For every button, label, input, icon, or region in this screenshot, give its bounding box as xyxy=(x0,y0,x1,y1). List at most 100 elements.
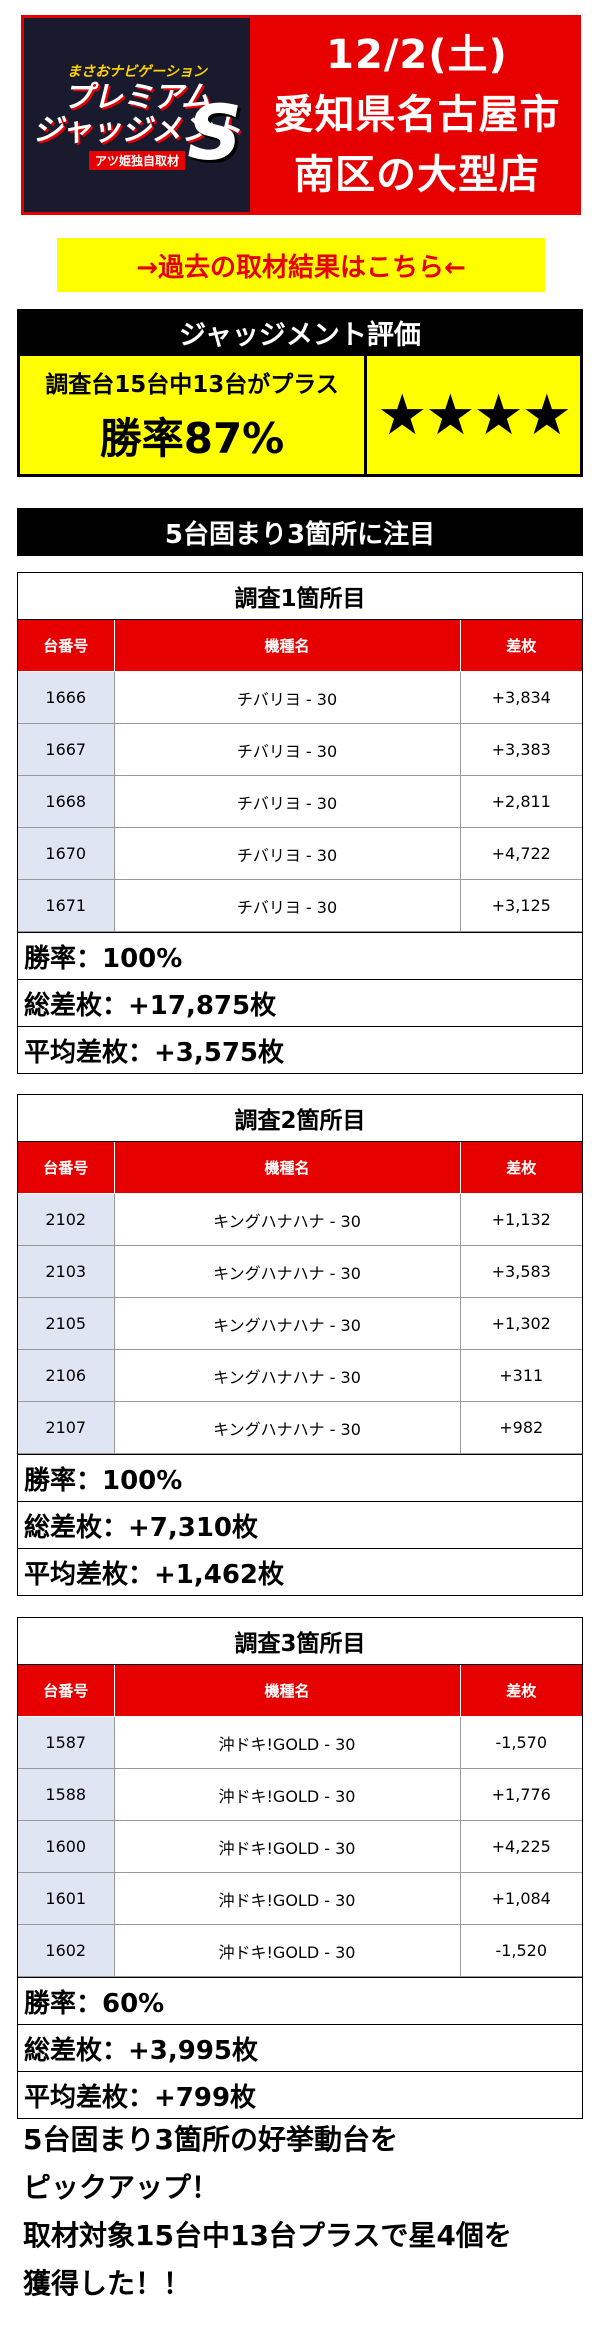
coin-diff: +3,834 xyxy=(459,671,582,724)
logo-s-mark: S xyxy=(187,88,242,177)
section-title: 調査2箇所目 xyxy=(18,1095,582,1142)
section-total-diff: 総差枚：+17,875枚 xyxy=(18,979,582,1026)
results-table: 台番号 機種名 差枚 1587 沖ドキ!GOLD - 30 -1,570 1588 沖… xyxy=(18,1665,582,1977)
column-header-model: 機種名 xyxy=(113,1142,461,1194)
machine-no: 1670 xyxy=(18,827,115,880)
table-row: 1666 チバリヨ - 30 +3,834 xyxy=(18,671,582,724)
judgement-result: 調査台15台中13台がプラス 勝率87% xyxy=(20,356,367,474)
table-row: 1588 沖ドキ!GOLD - 30 +1,776 xyxy=(18,1768,582,1821)
table-header-row: 台番号 機種名 差枚 xyxy=(18,620,582,672)
model-name: 沖ドキ!GOLD - 30 xyxy=(113,1924,461,1977)
header-banner: まさおナビゲーション プレミアム ジャッジメント アツ姫独自取材 S 12/2(… xyxy=(21,15,581,215)
model-name: 沖ドキ!GOLD - 30 xyxy=(113,1820,461,1873)
footer-line: 5台固まり3箇所の好挙動台を xyxy=(23,2123,398,2156)
column-header-model: 機種名 xyxy=(113,620,461,672)
model-name: チバリヨ - 30 xyxy=(113,827,461,880)
table-row: 1667 チバリヨ - 30 +3,383 xyxy=(18,723,582,776)
coin-diff: +1,084 xyxy=(459,1872,582,1925)
judgement-body: 調査台15台中13台がプラス 勝率87% ★★★★ xyxy=(17,356,583,477)
coin-diff: +3,383 xyxy=(459,723,582,776)
coin-diff: +2,811 xyxy=(459,775,582,828)
section-banner: 5台固まり3箇所に注目 xyxy=(17,508,583,556)
judgement-title: ジャッジメント評価 xyxy=(17,309,583,356)
coin-diff: +311 xyxy=(459,1349,582,1402)
section-title: 調査1箇所目 xyxy=(18,573,582,620)
past-results-link[interactable]: →過去の取材結果はこちら← xyxy=(57,238,545,292)
table-row: 1671 チバリヨ - 30 +3,125 xyxy=(18,879,582,932)
footer-summary: 5台固まり3箇所の好挙動台を ピックアップ！ 取材対象15台中13台プラスで星4… xyxy=(23,2116,583,2308)
section-total-diff: 総差枚：+3,995枚 xyxy=(18,2024,582,2071)
table-row: 2107 キングハナハナ - 30 +982 xyxy=(18,1401,582,1454)
table-row: 1587 沖ドキ!GOLD - 30 -1,570 xyxy=(18,1716,582,1769)
table-header-row: 台番号 機種名 差枚 xyxy=(18,1142,582,1194)
column-header-diff: 差枚 xyxy=(459,1665,582,1717)
footer-line: 取材対象15台中13台プラスで星4個を xyxy=(23,2219,512,2252)
machine-no: 2107 xyxy=(18,1401,115,1454)
model-name: チバリヨ - 30 xyxy=(113,671,461,724)
table-row: 1600 沖ドキ!GOLD - 30 +4,225 xyxy=(18,1820,582,1873)
table-row: 1668 チバリヨ - 30 +2,811 xyxy=(18,775,582,828)
results-table: 台番号 機種名 差枚 2102 キングハナハナ - 30 +1,132 2103 キン… xyxy=(18,1142,582,1454)
section-win-rate: 勝率：100% xyxy=(18,932,582,979)
model-name: 沖ドキ!GOLD - 30 xyxy=(113,1768,461,1821)
location-line2: 南区の大型店 xyxy=(294,152,540,198)
survey-section-3: 調査3箇所目 台番号 機種名 差枚 1587 沖ドキ!GOLD - 30 -1,57… xyxy=(17,1617,583,2119)
column-header-diff: 差枚 xyxy=(459,620,582,672)
star-rating: ★★★★ xyxy=(377,382,572,448)
event-date: 12/2(土) xyxy=(326,32,508,78)
coin-diff: +4,225 xyxy=(459,1820,582,1873)
machine-no: 2105 xyxy=(18,1297,115,1350)
column-header-diff: 差枚 xyxy=(459,1142,582,1194)
logo-tagline: まさおナビゲーション xyxy=(67,63,207,80)
machine-no: 2103 xyxy=(18,1245,115,1298)
column-header-machine-no: 台番号 xyxy=(18,1665,115,1717)
section-average-diff: 平均差枚：+799枚 xyxy=(18,2071,582,2118)
section-win-rate: 勝率：60% xyxy=(18,1977,582,2024)
coin-diff: +1,776 xyxy=(459,1768,582,1821)
section-average-diff: 平均差枚：+1,462枚 xyxy=(18,1548,582,1595)
logo-subtitle: アツ姫独自取材 xyxy=(88,150,185,170)
coin-diff: +3,583 xyxy=(459,1245,582,1298)
model-name: キングハナハナ - 30 xyxy=(113,1297,461,1350)
machine-no: 1666 xyxy=(18,671,115,724)
machine-no: 2106 xyxy=(18,1349,115,1402)
coin-diff: -1,520 xyxy=(459,1924,582,1977)
model-name: キングハナハナ - 30 xyxy=(113,1193,461,1246)
table-row: 2102 キングハナハナ - 30 +1,132 xyxy=(18,1193,582,1246)
model-name: 沖ドキ!GOLD - 30 xyxy=(113,1872,461,1925)
model-name: チバリヨ - 30 xyxy=(113,775,461,828)
section-average-diff: 平均差枚：+3,575枚 xyxy=(18,1026,582,1073)
results-table: 台番号 機種名 差枚 1666 チバリヨ - 30 +3,834 1667 チバリヨ … xyxy=(18,620,582,932)
footer-line: ピックアップ！ xyxy=(23,2171,220,2204)
column-header-machine-no: 台番号 xyxy=(18,1142,115,1194)
table-row: 1602 沖ドキ!GOLD - 30 -1,520 xyxy=(18,1924,582,1977)
coin-diff: +4,722 xyxy=(459,827,582,880)
model-name: キングハナハナ - 30 xyxy=(113,1401,461,1454)
machine-no: 1602 xyxy=(18,1924,115,1977)
model-name: キングハナハナ - 30 xyxy=(113,1245,461,1298)
judgement-box: ジャッジメント評価 調査台15台中13台がプラス 勝率87% ★★★★ xyxy=(17,309,583,477)
premium-judgement-logo: まさおナビゲーション プレミアム ジャッジメント アツ姫独自取材 S xyxy=(21,15,253,215)
survey-section-1: 調査1箇所目 台番号 機種名 差枚 1666 チバリヨ - 30 +3,834 16… xyxy=(17,572,583,1074)
footer-line: 獲得した！！ xyxy=(23,2267,192,2300)
machine-no: 1668 xyxy=(18,775,115,828)
survey-section-2: 調査2箇所目 台番号 機種名 差枚 2102 キングハナハナ - 30 +1,132… xyxy=(17,1094,583,1596)
machine-no: 2102 xyxy=(18,1193,115,1246)
location-line1: 愛知県名古屋市 xyxy=(273,92,561,138)
coin-diff: +3,125 xyxy=(459,879,582,932)
section-total-diff: 総差枚：+7,310枚 xyxy=(18,1501,582,1548)
machine-no: 1671 xyxy=(18,879,115,932)
judgement-win-rate: 勝率87% xyxy=(99,413,285,463)
model-name: 沖ドキ!GOLD - 30 xyxy=(113,1716,461,1769)
table-row: 2103 キングハナハナ - 30 +3,583 xyxy=(18,1245,582,1298)
logo-title-line2: ジャッジメント xyxy=(32,112,242,148)
table-row: 1670 チバリヨ - 30 +4,722 xyxy=(18,827,582,880)
machine-no: 1601 xyxy=(18,1872,115,1925)
section-win-rate: 勝率：100% xyxy=(18,1454,582,1501)
table-row: 2105 キングハナハナ - 30 +1,302 xyxy=(18,1297,582,1350)
table-row: 2106 キングハナハナ - 30 +311 xyxy=(18,1349,582,1402)
section-title: 調査3箇所目 xyxy=(18,1618,582,1665)
model-name: チバリヨ - 30 xyxy=(113,879,461,932)
coin-diff: +1,132 xyxy=(459,1193,582,1246)
logo-title-line1: プレミアム xyxy=(63,79,211,115)
